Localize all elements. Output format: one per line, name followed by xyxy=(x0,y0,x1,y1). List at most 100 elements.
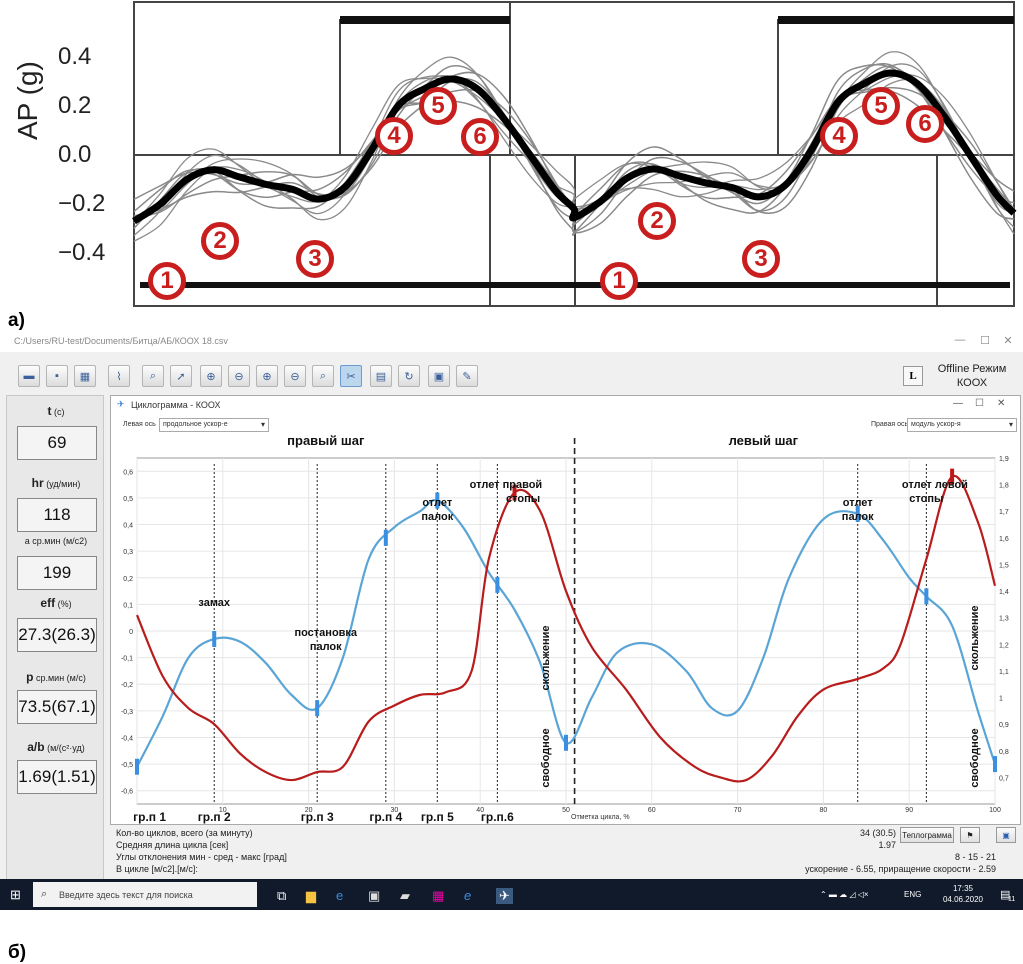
metric-name: eff xyxy=(40,596,56,610)
blue-event-marker xyxy=(855,505,860,522)
cyc-minimize-button[interactable]: — xyxy=(953,398,963,409)
blue-event-marker xyxy=(383,529,388,546)
panel-a-ytick: 0.2 xyxy=(58,92,92,119)
tray-icons[interactable]: ⌃ ▬ ☁ ◿ ◁× xyxy=(820,890,869,899)
blue-event-marker xyxy=(495,576,500,593)
annotation-text: постановка xyxy=(294,627,357,639)
annotation-text: отлет xyxy=(422,497,453,509)
phase-label: гр.п.6 xyxy=(481,810,514,824)
pen-icon: ✎ xyxy=(462,370,472,383)
right-axis-select[interactable]: модуль ускор-я xyxy=(907,418,1017,432)
metrics-sidebar: t (с) 69 hr (уд/мин) 118 а ср.мин (м/с2) 199 e… xyxy=(6,395,104,881)
accel-magnitude-line xyxy=(135,474,997,783)
app-small-icon: ✈ xyxy=(117,399,125,409)
cursor-icon: ➚ xyxy=(176,370,186,383)
annotation-text: отлет xyxy=(843,497,874,509)
refresh-button[interactable]: ↻ xyxy=(398,365,420,387)
phase-label: гр.п 2 xyxy=(198,810,231,824)
x-tick-label: 20 xyxy=(305,807,313,814)
zoom-out-x-icon: ⊖ xyxy=(234,370,244,383)
phase-label: гр.п 5 xyxy=(421,810,454,824)
open-button[interactable]: ▬ xyxy=(18,365,40,387)
zoom-out-y-button[interactable]: ⊖ xyxy=(284,365,306,387)
task-view-icon[interactable]: ⧉ xyxy=(277,888,287,903)
minimize-button[interactable]: — xyxy=(954,334,966,346)
annotation-vertical: скольжение xyxy=(969,606,981,671)
windows-start-icon[interactable]: ⊞ xyxy=(10,887,21,902)
trial-trace xyxy=(133,77,1015,236)
metric-value: 73.5(67.1) xyxy=(17,690,97,724)
zoom-in-y-button[interactable]: ⊕ xyxy=(256,365,278,387)
blue-event-marker xyxy=(135,758,139,775)
left-tick-label: 0,5 xyxy=(123,496,133,503)
left-tick-label: 0,1 xyxy=(123,602,133,609)
step-phase-marker: 4 xyxy=(375,117,413,155)
panel-a-ytick: −0.2 xyxy=(58,190,106,217)
teplogramma-button[interactable]: Теплограмма xyxy=(900,827,954,843)
left-axis-select[interactable]: продольное ускор-е xyxy=(159,418,269,432)
step-phase-marker: 6 xyxy=(461,118,499,156)
phase-label: гр.п 1 xyxy=(133,810,166,824)
left-tick-label: -0,2 xyxy=(121,682,133,689)
x-tick-label: 60 xyxy=(648,807,656,814)
notification-icon[interactable]: ▤ xyxy=(1000,889,1011,901)
x-tick-label: 80 xyxy=(820,807,828,814)
status-label: Углы отклонения мин - сред - макс [град] xyxy=(116,852,287,862)
left-axis-label: Левая ось xyxy=(123,421,156,428)
save-button[interactable]: ▪ xyxy=(46,365,68,387)
flag-button[interactable]: ⚑ xyxy=(960,827,980,843)
metric-label: t (с) xyxy=(7,404,105,418)
zoom-out-x-button[interactable]: ⊖ xyxy=(228,365,250,387)
mode-letter-button[interactable]: L xyxy=(903,366,923,386)
language-indicator[interactable]: ENG xyxy=(904,890,922,899)
cursor-button[interactable]: ➚ xyxy=(170,365,192,387)
right-tick-label: 0,9 xyxy=(999,722,1009,729)
left-tick-label: 0,4 xyxy=(123,523,133,530)
right-tick-label: 0,8 xyxy=(999,749,1009,756)
zoom-in-x-button[interactable]: ⊕ xyxy=(200,365,222,387)
maximize-button[interactable]: ☐ xyxy=(980,335,990,347)
calculator-button[interactable]: ▤ xyxy=(370,365,392,387)
app-grid-icon[interactable]: ▦ xyxy=(432,888,445,903)
clock[interactable]: 17:35 04.06.2020 xyxy=(943,883,983,905)
close-button[interactable]: ✕ xyxy=(1003,335,1013,347)
active-app-icon[interactable]: ✈ xyxy=(496,888,513,904)
left-tick-label: 0,3 xyxy=(123,549,133,556)
search-placeholder: Введите здесь текст для поиска xyxy=(59,890,193,900)
file-explorer-icon[interactable]: ▆ xyxy=(306,888,316,903)
metric-unit: (с) xyxy=(54,407,65,417)
annotation-text: стопы xyxy=(909,493,943,505)
save-icon: ▪ xyxy=(55,370,59,382)
step-phase-marker: 5 xyxy=(862,87,900,125)
right-tick-label: 0,7 xyxy=(999,775,1009,782)
right-tick-label: 1 xyxy=(999,696,1003,703)
phase-label: гр.п 3 xyxy=(301,810,334,824)
panel-a-ytick: 0.4 xyxy=(58,43,92,70)
x-tick-label: 70 xyxy=(734,807,742,814)
annotation-vertical: скольжение xyxy=(540,626,552,691)
blue-event-marker xyxy=(924,588,929,605)
scissors-button[interactable]: ✂ xyxy=(340,365,362,387)
clock-time: 17:35 xyxy=(952,884,973,893)
calculator-icon: ▤ xyxy=(375,370,387,383)
image-button[interactable]: ▣ xyxy=(428,365,450,387)
cyc-close-button[interactable]: ✕ xyxy=(997,398,1006,409)
metric-unit: ср.мин (м/с) xyxy=(35,673,86,683)
chart-button[interactable]: ⌇ xyxy=(108,365,130,387)
annotation-text: палок xyxy=(842,511,874,523)
edge-icon[interactable]: e xyxy=(336,888,344,903)
zoom-fit-button[interactable]: ⌕ xyxy=(312,365,334,387)
store-icon[interactable]: ▣ xyxy=(368,888,381,903)
ie-icon[interactable]: e xyxy=(464,888,472,903)
left-tick-label: -0,1 xyxy=(121,656,133,663)
save-report-button[interactable]: ▣ xyxy=(996,827,1016,843)
cyc-maximize-button[interactable]: ☐ xyxy=(975,398,984,409)
step-phase-marker: 1 xyxy=(148,262,186,300)
right-tick-label: 1,1 xyxy=(999,669,1009,676)
pen-button[interactable]: ✎ xyxy=(456,365,478,387)
zoom-button[interactable]: ⌕ xyxy=(142,365,164,387)
metric-label: hr (уд/мин) xyxy=(7,476,105,490)
taskbar-search-input[interactable]: ⌕ Введите здесь текст для поиска xyxy=(33,882,257,907)
table-button[interactable]: ▦ xyxy=(74,365,96,387)
briefcase-icon[interactable]: ▰ xyxy=(400,888,410,903)
